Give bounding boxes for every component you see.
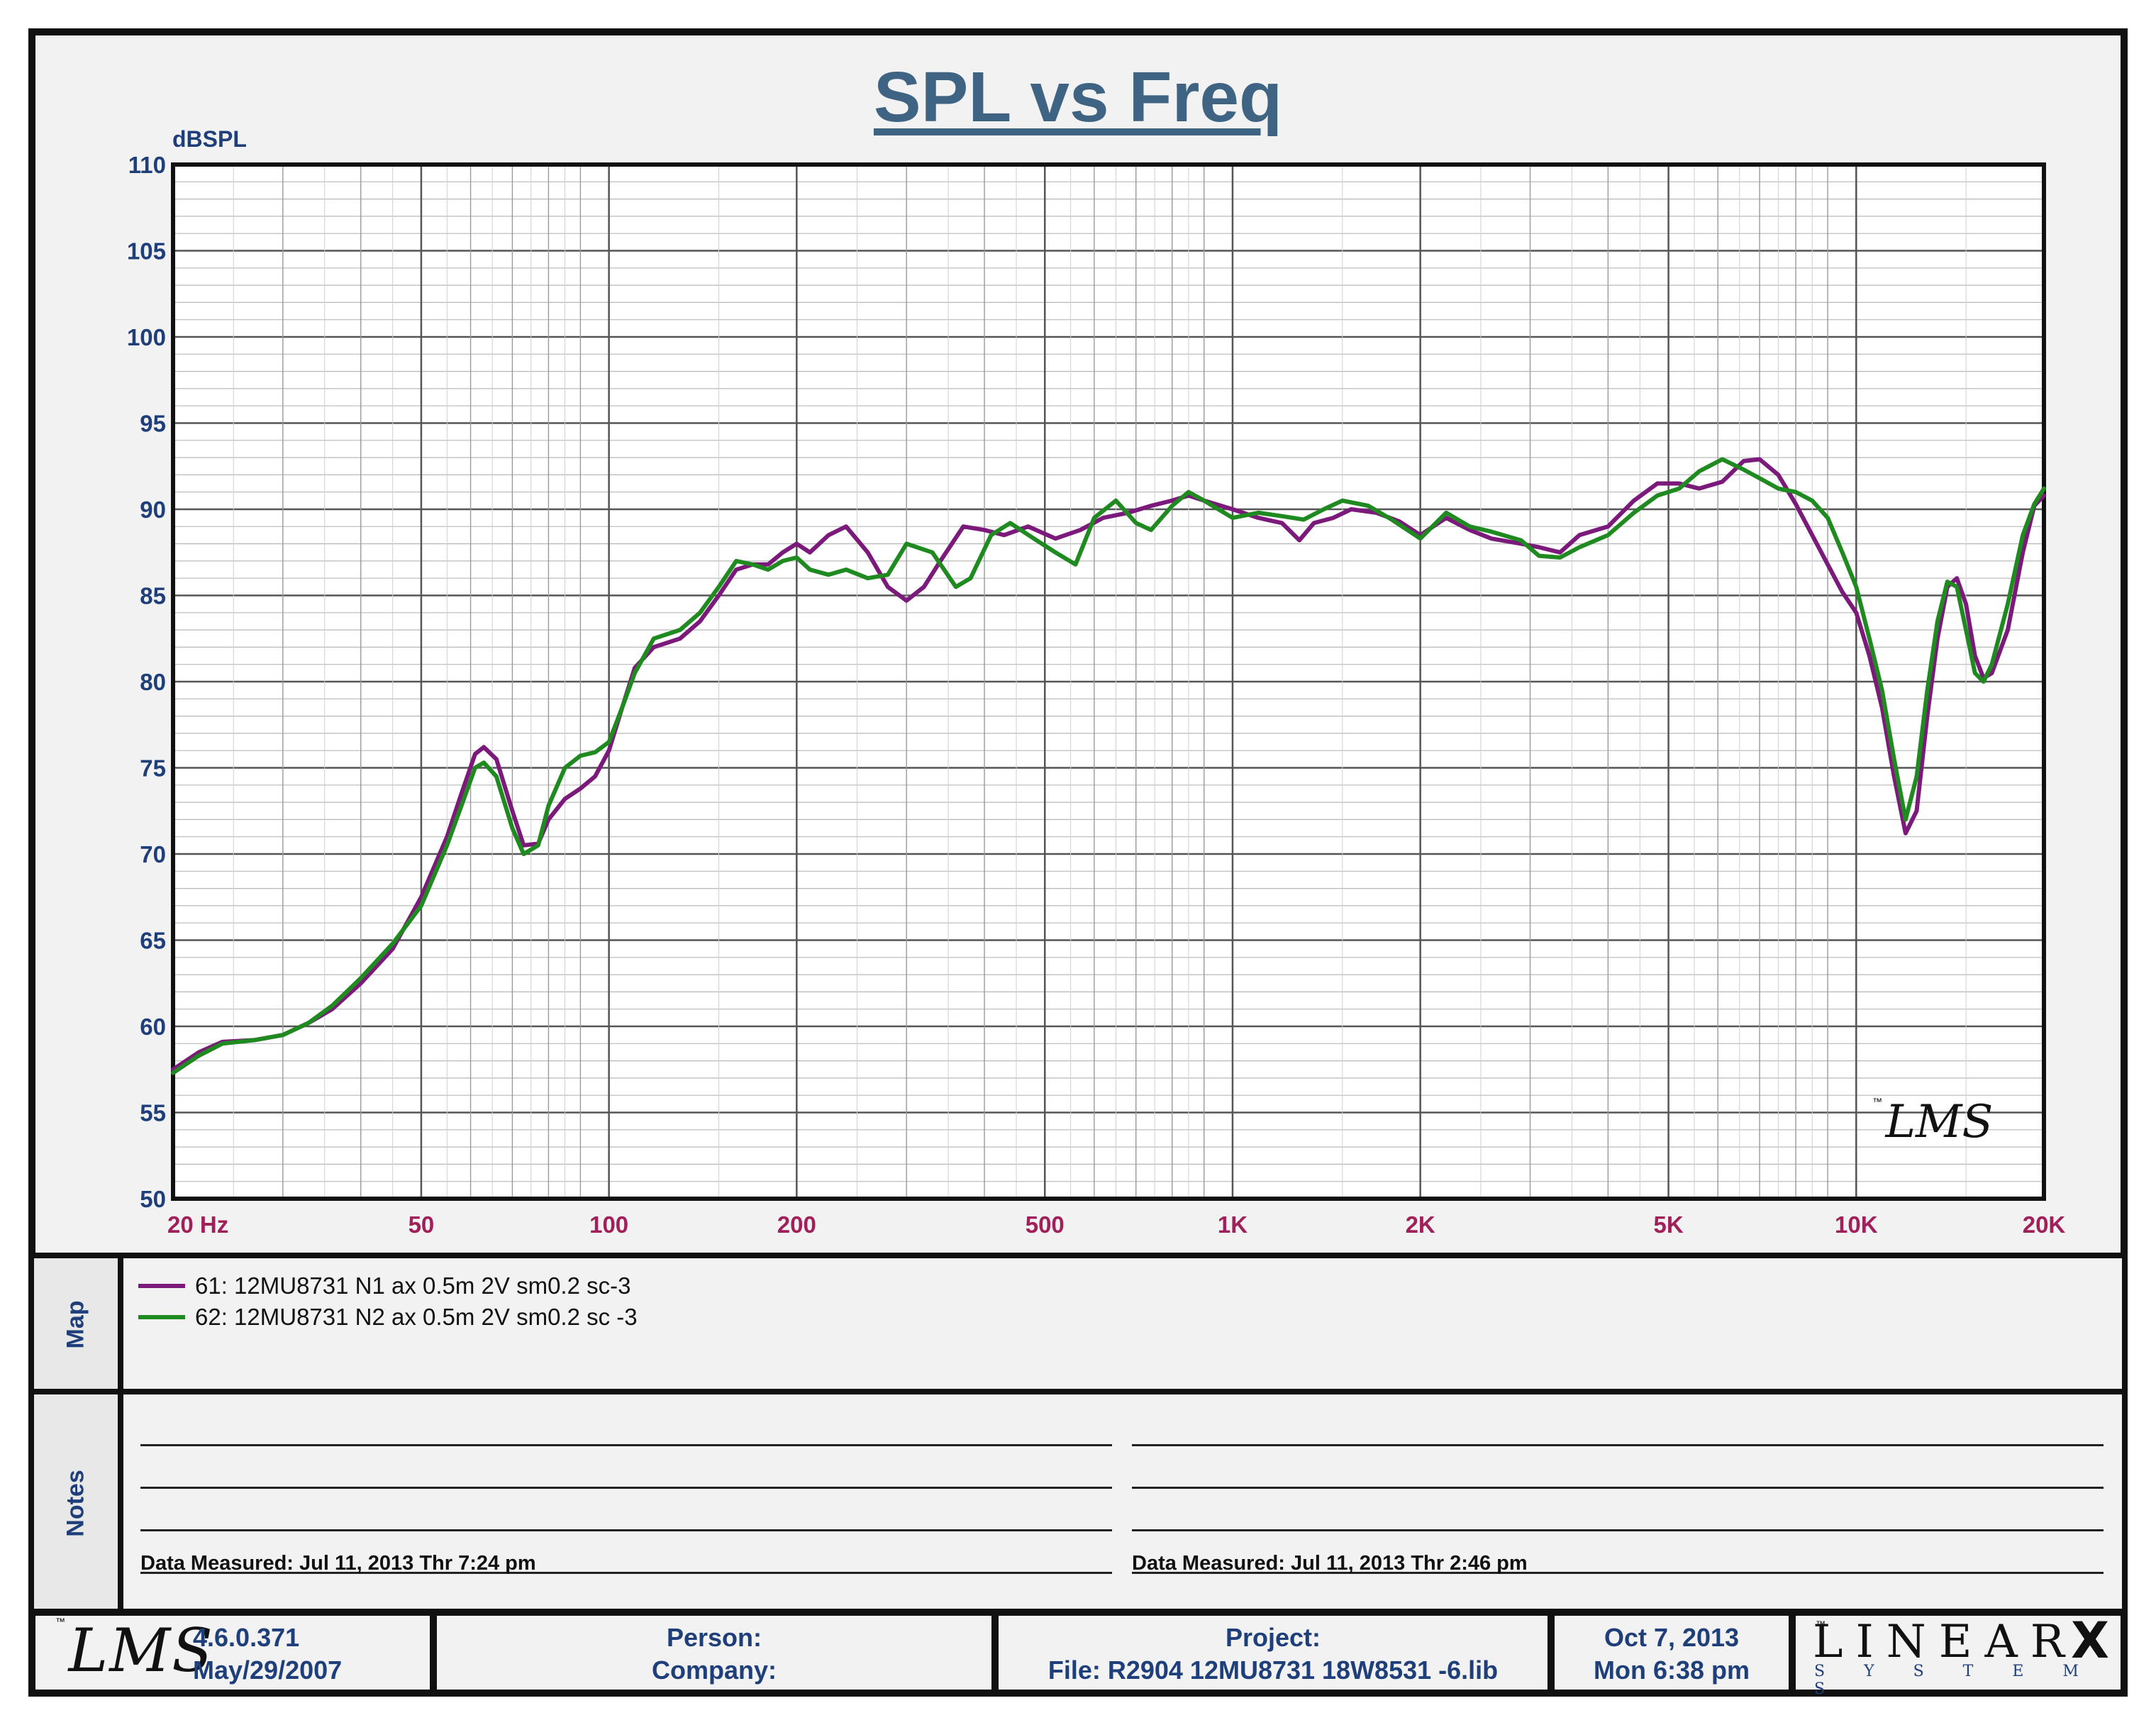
x-tick-label: 5K: [1653, 1211, 1683, 1238]
lms-watermark-text: LMS: [1885, 1096, 1994, 1148]
trademark-mark: ™: [55, 1616, 65, 1627]
y-tick-label: 90: [140, 497, 166, 523]
note-line: [1132, 1529, 2104, 1531]
footer-cell-version: [28, 1609, 437, 1697]
x-tick-label: 20 Hz: [167, 1211, 228, 1238]
footer-cell-brand: [1789, 1609, 2128, 1697]
note-line: [140, 1529, 1112, 1531]
y-tick-label: 50: [140, 1186, 166, 1212]
y-tick-label: 100: [127, 324, 166, 350]
left-data-measured: Data Measured: Jul 11, 2013 Thr 7:24 pm: [140, 1552, 536, 1575]
series-line-62: [171, 457, 2046, 1075]
notes-label-cell: [28, 1389, 123, 1614]
legend-item-61: 61: 12MU8731 N1 ax 0.5m 2V sm0.2 sc-3: [138, 1272, 630, 1299]
note-line: [1132, 1487, 2104, 1489]
plot-border: [171, 162, 2046, 1201]
y-axis-label: dBSPL: [172, 126, 247, 152]
brand-x-mark: X: [2071, 1612, 2109, 1670]
project-label: Project:: [1225, 1623, 1321, 1652]
notes-section-label: Notes: [62, 1470, 89, 1537]
y-tick-label: 80: [140, 669, 166, 695]
x-tick-label: 20K: [2023, 1211, 2066, 1238]
y-tick-label: 60: [140, 1014, 166, 1040]
company-label: Company:: [651, 1655, 777, 1685]
page-title: SPL vs Freq: [873, 57, 1283, 137]
trademark-mark: ™: [1872, 1096, 1882, 1107]
lms-logo-text: LMS: [68, 1616, 214, 1685]
note-line: [140, 1444, 1112, 1446]
y-tick-label: 110: [128, 152, 166, 178]
lms-watermark: ™ LMS: [1872, 1096, 1993, 1148]
x-tick-label: 1K: [1218, 1211, 1248, 1238]
footer-cell-project: [991, 1609, 1555, 1697]
x-tick-label: 2K: [1406, 1211, 1435, 1238]
notes-panel: [28, 1389, 2128, 1614]
x-tick-label: 50: [409, 1211, 435, 1238]
brand-subtitle: S Y S T E M S: [1814, 1663, 2096, 1698]
series-line-61: [171, 457, 2046, 1072]
version-number: 4.6.0.371: [193, 1623, 300, 1652]
x-tick-label: 200: [777, 1211, 816, 1238]
note-line: [140, 1572, 1112, 1574]
right-data-measured: Data Measured: Jul 11, 2013 Thr 2:46 pm: [1132, 1552, 1528, 1575]
legend-swatch-61: [138, 1284, 185, 1288]
brand-wordmark: LINEAR: [1813, 1616, 2077, 1668]
note-line: [140, 1487, 1112, 1489]
report-time: Mon 6:38 pm: [1593, 1655, 1750, 1685]
legend-label-62: 62: 12MU8731 N2 ax 0.5m 2V sm0.2 sc -3: [195, 1304, 638, 1330]
legend-swatch-62: [138, 1315, 185, 1319]
y-tick-label: 75: [140, 755, 166, 782]
y-tick-label: 70: [140, 841, 166, 867]
footer-lms-logo: ™ LMS: [55, 1616, 214, 1685]
y-tick-label: 105: [127, 238, 166, 265]
y-tick-label: 55: [140, 1100, 166, 1126]
person-label: Person:: [666, 1623, 762, 1652]
trademark-mark: ™: [1816, 1619, 1826, 1630]
legend-label-61: 61: 12MU8731 N1 ax 0.5m 2V sm0.2 sc-3: [195, 1272, 631, 1299]
x-tick-label: 500: [1026, 1211, 1065, 1238]
legend-label-cell: [28, 1253, 123, 1394]
y-tick-label: 65: [140, 928, 166, 954]
legend-item-62: 62: 12MU8731 N2 ax 0.5m 2V sm0.2 sc -3: [138, 1304, 638, 1331]
legend-section-label: Map: [62, 1300, 89, 1349]
y-tick-label: 85: [140, 583, 166, 609]
y-tick-label: 95: [140, 411, 166, 437]
linearx-logo: ™ LINEAR X S Y S T E M S: [1813, 1612, 2111, 1698]
note-line: [1132, 1572, 2104, 1574]
version-date: May/29/2007: [193, 1655, 343, 1685]
report-date: Oct 7, 2013: [1604, 1623, 1740, 1652]
note-line: [1132, 1444, 2104, 1446]
file-label: File: R2904 12MU8731 18W8531 -6.lib: [1048, 1655, 1499, 1685]
x-tick-label: 10K: [1835, 1211, 1878, 1238]
x-tick-label: 100: [589, 1211, 628, 1238]
